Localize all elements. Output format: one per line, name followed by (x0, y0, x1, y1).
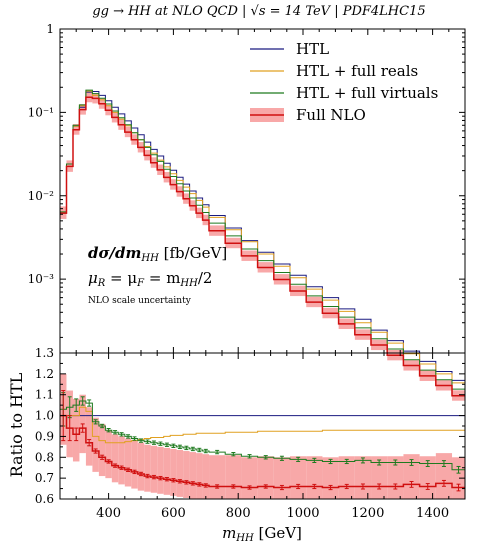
bottom-band-bin-37 (435, 453, 453, 499)
bottom-band-bin-36 (419, 456, 436, 499)
x-tick-label-3: 1000 (286, 506, 319, 521)
bottom-band-bin-10 (124, 438, 132, 487)
top-y-tick-label-2: 10⁻² (28, 189, 55, 203)
top-y-corner-label: 1.3 (35, 346, 54, 360)
legend-label-htl: HTL (296, 40, 329, 58)
scale-choice-label: μR = μF = mHH/2 (88, 269, 212, 289)
bottom-y-tick-label-5: 1.1 (35, 388, 54, 402)
bottom-band-bin-18 (176, 449, 184, 497)
bottom-band-bin-34 (387, 456, 404, 499)
ratio-y-axis-label: Ratio to HTL (7, 372, 26, 477)
bottom-y-tick-label-1: 0.7 (35, 471, 54, 485)
bottom-band-bin-29 (306, 456, 323, 499)
bottom-band-bin-15 (157, 446, 164, 494)
bottom-band-bin-32 (354, 456, 372, 499)
bottom-series-3 (60, 414, 465, 489)
x-tick-label-0: 400 (96, 506, 121, 521)
bottom-band-bin-35 (403, 454, 420, 499)
bottom-x-axis: 400 600 800 1000 1200 1400 (75, 353, 466, 521)
top-series-3 (60, 96, 465, 397)
legend: HTL HTL + full reals HTL + full virtuals… (250, 40, 438, 124)
bottom-band-bin-31 (338, 456, 355, 499)
bottom-band-bin-27 (273, 457, 291, 499)
bottom-band-bin-22 (202, 454, 210, 499)
bottom-band-bin-6 (98, 423, 106, 477)
top-panel: 1 10⁻¹ 10⁻² 10⁻³ 1.3 HTL HTL + full reals HT… (28, 22, 466, 401)
top-series-0 (60, 91, 465, 381)
bottom-y-tick-label-2: 0.8 (35, 450, 54, 464)
top-y-tick-label-0: 1 (46, 22, 54, 36)
bottom-y-tick-label-4: 1.0 (35, 409, 54, 423)
legend-label-reals: HTL + full reals (296, 62, 418, 80)
bottom-band-bin-20 (189, 452, 197, 499)
legend-label-nlo: Full NLO (296, 106, 366, 124)
top-lines (60, 89, 465, 397)
bottom-band-bin-16 (163, 447, 171, 495)
observable-label: dσ/dmHH [fb/GeV] (88, 244, 227, 264)
bottom-band-bin-19 (183, 451, 190, 498)
top-series-2 (60, 89, 465, 390)
bottom-band-bin-26 (257, 456, 274, 499)
bottom-panel: 0.6 0.7 0.8 0.9 1.0 1.1 1.2 400 600 800 1000 1200 1… (7, 352, 466, 544)
bottom-band-bin-7 (105, 430, 112, 479)
top-series-1 (60, 90, 465, 384)
bottom-band-bin-23 (209, 455, 226, 499)
bottom-series-1 (60, 406, 465, 444)
bottom-band-bin-30 (322, 457, 339, 499)
bottom-band-bin-38 (452, 457, 465, 499)
bottom-band-bin-33 (371, 456, 388, 499)
bottom-band-bin-8 (111, 434, 119, 483)
x-tick-label-4: 1200 (351, 506, 384, 521)
bottom-band-bin-14 (150, 445, 158, 493)
bottom-band-bin-12 (137, 442, 145, 491)
x-tick-label-5: 1400 (416, 506, 449, 521)
top-y-tick-label-1: 10⁻¹ (28, 105, 54, 119)
bottom-band-bin-11 (131, 440, 138, 489)
bottom-band-bin-25 (241, 457, 258, 499)
bottom-plot-frame (59, 352, 466, 500)
bottom-band-bin-13 (144, 444, 151, 492)
bottom-band-bin-21 (196, 453, 203, 499)
top-y-tick-label-3: 10⁻³ (28, 272, 55, 286)
bottom-band-bin-28 (290, 456, 307, 499)
bottom-band-bin-24 (225, 455, 242, 499)
legend-label-virtuals: HTL + full virtuals (296, 84, 438, 102)
bottom-band-bin-9 (118, 436, 125, 485)
bottom-y-tick-label-6: 1.2 (35, 367, 54, 381)
figure-header: gg → HH at NLO QCD | √s = 14 TeV | PDF4L… (92, 4, 425, 19)
x-tick-label-2: 800 (226, 506, 251, 521)
bottom-band-bin-5 (92, 417, 99, 472)
bottom-band-bin-4 (85, 407, 93, 466)
scale-uncertainty-note: NLO scale uncertainty (88, 296, 192, 306)
bottom-band-bin-17 (170, 448, 177, 496)
bottom-y-tick-label-0: 0.6 (35, 492, 54, 506)
bottom-lines (60, 390, 465, 492)
bottom-bands (60, 373, 465, 499)
x-axis-label: mHH [GeV] (222, 524, 302, 544)
bottom-y-tick-label-3: 0.9 (35, 429, 54, 443)
x-tick-label-1: 600 (161, 506, 186, 521)
